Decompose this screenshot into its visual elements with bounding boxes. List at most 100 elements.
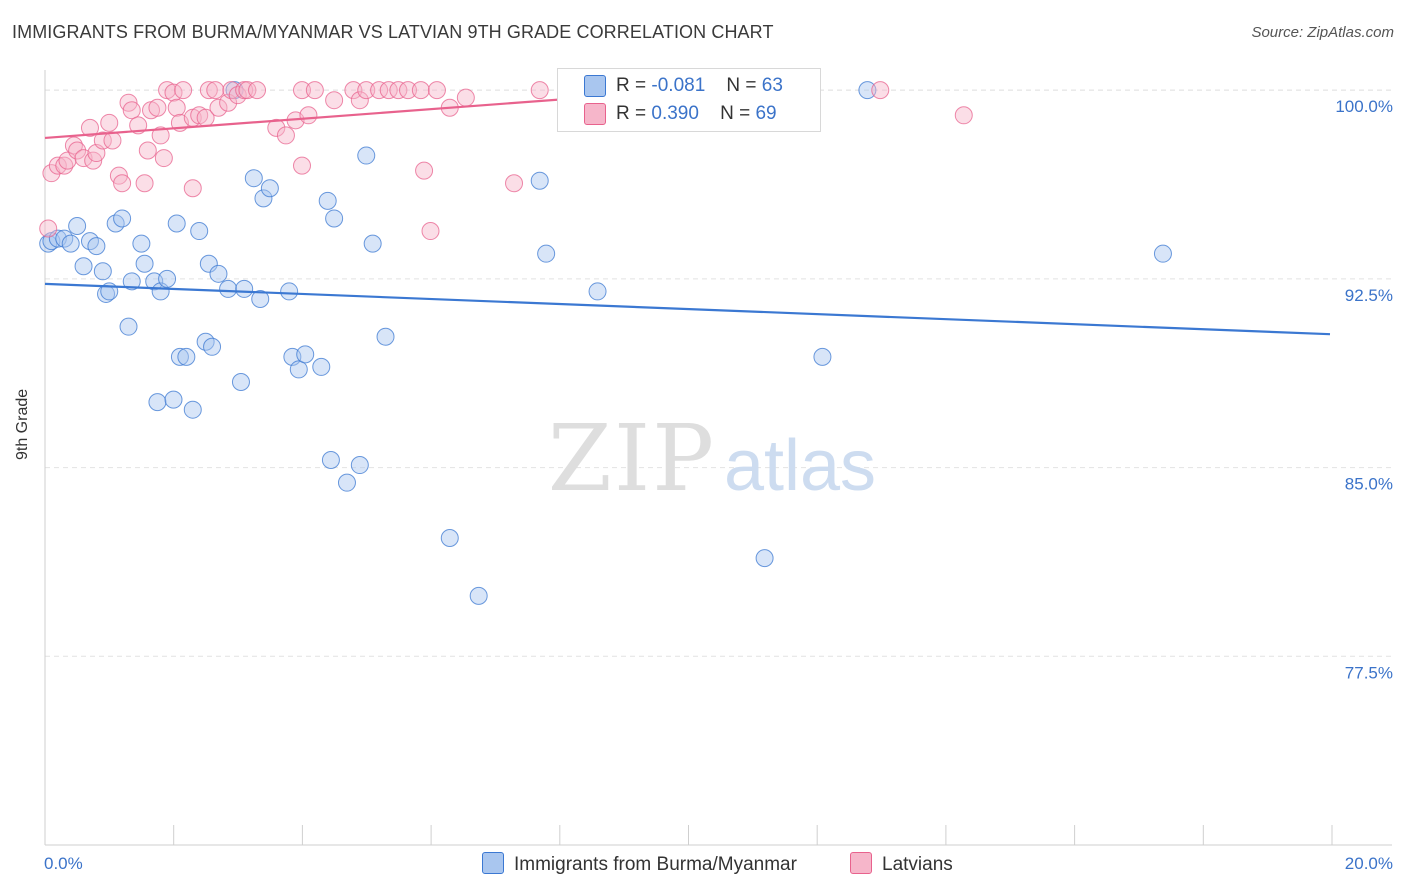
point-burma xyxy=(1153,244,1172,263)
point-burma xyxy=(132,234,151,253)
point-latvians xyxy=(151,126,170,145)
point-burma xyxy=(755,549,774,568)
point-burma xyxy=(87,237,106,256)
point-latvians xyxy=(276,126,295,145)
chart-title: IMMIGRANTS FROM BURMA/MYANMAR VS LATVIAN… xyxy=(12,22,774,42)
point-latvians xyxy=(39,219,58,238)
point-burma xyxy=(363,234,382,253)
point-burma xyxy=(357,146,376,165)
point-latvians xyxy=(399,81,418,100)
point-latvians xyxy=(199,81,218,100)
point-burma xyxy=(254,189,273,208)
point-burma xyxy=(177,347,196,366)
point-burma xyxy=(260,179,279,198)
axes xyxy=(44,70,1392,846)
point-latvians xyxy=(305,81,324,100)
y-axis-label: 9th Grade xyxy=(14,388,31,460)
point-burma xyxy=(858,81,877,100)
point-latvians xyxy=(100,113,119,132)
point-latvians xyxy=(68,141,87,160)
bottom-legend-burma: Immigrants from Burma/Myanmar xyxy=(482,852,797,876)
point-latvians xyxy=(122,101,141,120)
point-latvians xyxy=(48,156,67,175)
legend-n-value-latvians: 69 xyxy=(755,103,777,124)
legend-r-value-latvians: 0.390 xyxy=(651,103,699,124)
point-latvians xyxy=(174,81,193,100)
legend-r-label: R = xyxy=(616,103,647,124)
legend-swatch-latvians xyxy=(584,103,606,125)
point-latvians xyxy=(505,174,524,193)
point-latvians xyxy=(293,156,311,175)
source-note: Source: ZipAtlas.com xyxy=(1251,24,1394,41)
legend-r-value-burma: -0.081 xyxy=(651,75,706,96)
y-tick-label: 92.5% xyxy=(1345,286,1393,305)
point-burma xyxy=(235,279,254,298)
y-tick-label: 100.0% xyxy=(1335,97,1393,116)
point-latvians xyxy=(154,149,173,168)
watermark: ZIP atlas xyxy=(548,405,876,512)
legend-r-label: R = xyxy=(616,75,647,96)
trend-line-burma xyxy=(44,282,1331,336)
point-burma xyxy=(537,244,556,263)
point-burma xyxy=(289,360,308,379)
bottom-legend-label-latvians: Latvians xyxy=(882,854,953,875)
point-burma xyxy=(74,257,93,276)
point-burma xyxy=(813,347,832,366)
legend-swatch-burma xyxy=(584,75,606,97)
point-latvians xyxy=(138,141,157,160)
point-burma xyxy=(68,217,87,236)
watermark-zip: ZIP xyxy=(548,405,716,512)
point-latvians xyxy=(206,81,225,100)
point-latvians xyxy=(135,174,154,193)
point-burma xyxy=(318,191,337,210)
point-latvians xyxy=(209,98,228,117)
point-burma xyxy=(244,169,263,188)
point-burma xyxy=(158,269,177,288)
point-burma xyxy=(39,234,58,253)
point-burma xyxy=(113,209,132,228)
point-burma xyxy=(588,282,607,301)
point-latvians xyxy=(293,81,311,100)
point-burma xyxy=(440,529,459,548)
point-latvians xyxy=(370,81,389,100)
point-latvians xyxy=(93,131,112,150)
point-burma xyxy=(61,234,80,253)
point-latvians xyxy=(415,161,434,180)
point-burma xyxy=(199,254,218,273)
point-latvians xyxy=(411,81,430,100)
correlation-legend: R = -0.081 N = 63 R = 0.390 N = 69 xyxy=(557,68,821,132)
point-burma xyxy=(350,456,369,475)
point-latvians xyxy=(325,91,344,110)
point-burma xyxy=(209,264,228,283)
point-latvians xyxy=(350,91,369,110)
point-burma xyxy=(135,254,154,273)
point-latvians xyxy=(530,81,549,100)
point-burma xyxy=(530,171,549,190)
legend-n-label: N = xyxy=(720,103,751,124)
point-burma xyxy=(190,222,209,241)
point-latvians xyxy=(103,131,122,150)
point-latvians xyxy=(55,156,74,175)
bottom-legend-latvians: Latvians xyxy=(850,852,953,876)
y-tick-label: 85.0% xyxy=(1345,475,1393,494)
point-latvians xyxy=(344,81,363,100)
point-burma xyxy=(321,451,340,470)
bottom-legend-swatch-latvians xyxy=(850,852,872,874)
point-latvians xyxy=(64,136,83,155)
legend-n-value-burma: 63 xyxy=(761,75,783,96)
point-burma xyxy=(93,262,112,281)
point-latvians xyxy=(80,118,99,137)
point-burma xyxy=(251,289,270,308)
point-latvians xyxy=(389,81,408,100)
point-latvians xyxy=(456,88,475,107)
point-burma xyxy=(148,393,167,412)
point-latvians xyxy=(421,222,440,241)
point-latvians xyxy=(248,81,267,100)
point-latvians xyxy=(299,106,318,125)
point-burma xyxy=(122,272,141,291)
bottom-legend-swatch-burma xyxy=(482,852,504,874)
point-burma xyxy=(325,209,344,228)
point-burma xyxy=(183,400,202,419)
point-latvians xyxy=(954,106,973,125)
